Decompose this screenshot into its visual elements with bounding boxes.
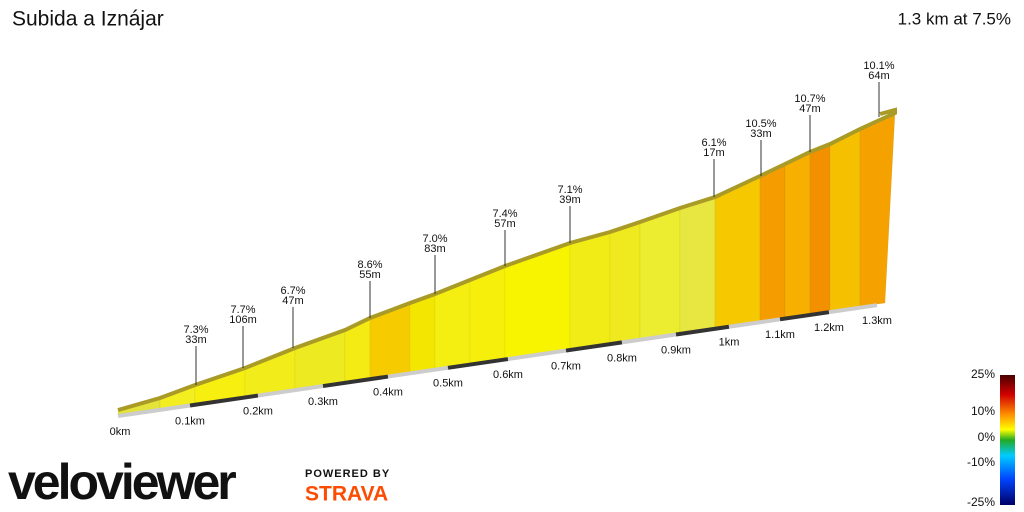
segment-length: 64m: [868, 70, 889, 82]
profile-slice: [784, 151, 811, 318]
title: Subida a Iznájar: [12, 8, 164, 31]
base-tick: [322, 374, 389, 389]
segment-gradient: 7.0%: [422, 233, 447, 245]
profile-slice: [809, 143, 831, 315]
distance-label: 0.8km: [607, 352, 637, 364]
base-tick: [779, 310, 830, 322]
powered-by: POWERED BY: [305, 468, 390, 480]
profile-slice: [609, 221, 641, 344]
distance-label: 0.2km: [243, 405, 273, 417]
segment-length: 33m: [750, 128, 771, 140]
segment-gradient: 6.1%: [701, 137, 726, 149]
base-tick: [621, 332, 677, 345]
distance-label: 1km: [719, 337, 740, 349]
profile-slice: [679, 196, 716, 334]
profile-slice: [714, 175, 761, 329]
base-tick: [675, 324, 730, 337]
legend-label: 0%: [978, 430, 996, 444]
legend-label: -10%: [967, 455, 995, 469]
profile-slice: [244, 347, 296, 397]
segment-gradient: 7.7%: [230, 304, 255, 316]
legend-label: 10%: [971, 404, 995, 418]
segment-gradient: 6.7%: [280, 285, 305, 297]
distance-label: 0.6km: [493, 369, 523, 381]
base-tick: [189, 393, 259, 408]
profile: [117, 107, 897, 418]
legend-bar: [1000, 375, 1015, 505]
distance-label: 0.4km: [373, 386, 403, 398]
segment-gradient: 10.7%: [794, 93, 825, 105]
profile-edge: [117, 107, 897, 412]
distance-label: 1.1km: [765, 329, 795, 341]
segment-gradient: 7.1%: [557, 184, 582, 196]
distance-label: 0.5km: [433, 378, 463, 390]
base-tick: [507, 348, 567, 362]
profile-slice: [759, 163, 786, 322]
base-tick: [117, 403, 191, 418]
base-tick: [565, 340, 623, 353]
profile-slice: [409, 293, 436, 373]
segment-gradient: 7.4%: [492, 208, 517, 220]
segment-length: 47m: [282, 295, 303, 307]
segment-length: 33m: [185, 334, 206, 346]
logo: veloviewer: [8, 454, 236, 510]
legend-label: 25%: [971, 367, 995, 381]
segment-length: 39m: [559, 194, 580, 206]
profile-slice: [469, 265, 506, 364]
base-tick: [828, 303, 878, 315]
segment-gradient: 8.6%: [357, 259, 382, 271]
segment-length: 55m: [359, 269, 380, 281]
base-tick: [447, 357, 509, 370]
distance-label: 0.3km: [308, 396, 338, 408]
profile-slice: [569, 231, 611, 350]
labels: 0km 0.1km 0.2km 0.3km 0.4km 0.5km 0.6km 0.7km 0.…: [110, 60, 996, 509]
segment-length: 17m: [703, 147, 724, 159]
distance-label: 0.7km: [551, 360, 581, 372]
distance-label: 0.1km: [175, 415, 205, 427]
segment-gradient: 7.3%: [183, 324, 208, 336]
base-tick: [387, 365, 449, 379]
base-tick: [257, 384, 324, 398]
distance-label: 0.9km: [661, 344, 691, 356]
legend-label: -25%: [967, 495, 995, 509]
profile-slice: [639, 207, 681, 340]
segment-gradient: 10.1%: [863, 60, 894, 72]
distance-label: 1.2km: [814, 322, 844, 334]
profile-slice: [504, 242, 571, 359]
segment-length: 47m: [799, 103, 820, 115]
base-tick: [728, 317, 781, 329]
partner: STRAVA: [305, 483, 388, 506]
distance-label: 0km: [110, 426, 131, 438]
segment-length: 106m: [229, 314, 257, 326]
segment-gradient: 10.5%: [745, 118, 776, 130]
distance-label: 1.3km: [862, 315, 892, 327]
profile-slice: [829, 128, 861, 312]
segment-length: 83m: [424, 243, 445, 255]
segment-length: 57m: [494, 218, 515, 230]
summary: 1.3 km at 7.5%: [898, 9, 1011, 28]
profile-slice: [859, 112, 896, 307]
